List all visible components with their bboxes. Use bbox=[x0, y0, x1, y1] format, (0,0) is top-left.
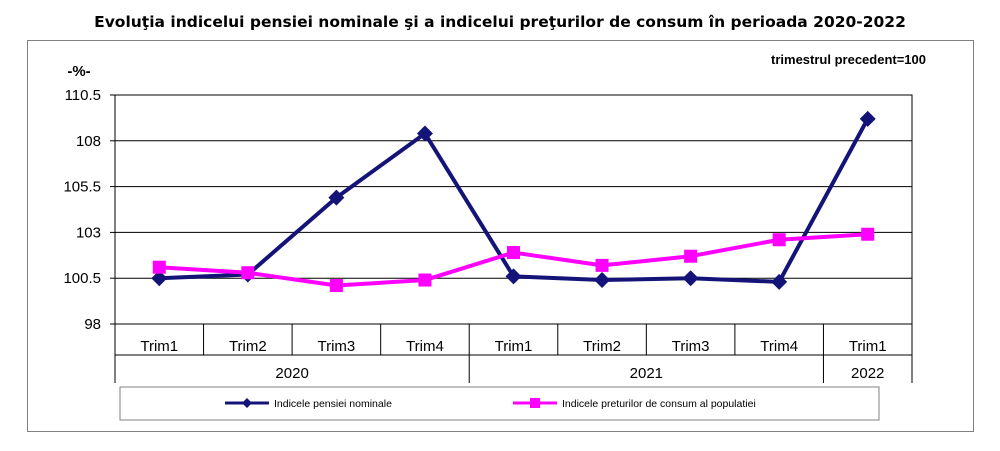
x-tick-label: Trim1 bbox=[140, 338, 178, 355]
year-label: 2022 bbox=[851, 365, 884, 382]
x-tick-label: Trim2 bbox=[229, 338, 267, 355]
x-tick-label: Trim3 bbox=[672, 338, 710, 355]
year-label: 2021 bbox=[630, 365, 663, 382]
y-axis-label: -%- bbox=[67, 63, 90, 80]
data-point-square bbox=[684, 249, 698, 263]
data-point-diamond bbox=[416, 125, 433, 142]
data-point-diamond bbox=[594, 272, 611, 289]
legend-marker-diamond bbox=[242, 398, 252, 408]
data-point-diamond bbox=[859, 110, 876, 127]
data-point-diamond bbox=[771, 273, 788, 290]
y-tick-label: 100.5 bbox=[63, 270, 101, 287]
x-tick-label: Trim2 bbox=[583, 338, 621, 355]
year-label: 2020 bbox=[275, 365, 308, 382]
x-tick-label: Trim3 bbox=[317, 338, 355, 355]
x-tick-label: Trim1 bbox=[849, 338, 887, 355]
legend-marker-square bbox=[530, 398, 540, 408]
data-point-square bbox=[152, 260, 166, 274]
chart-title: Evoluţia indicelui pensiei nominale şi a… bbox=[94, 13, 906, 31]
data-point-diamond bbox=[682, 270, 699, 287]
plot-area bbox=[114, 94, 913, 325]
y-tick-label: 110.5 bbox=[65, 87, 101, 104]
y-tick-label: 108 bbox=[76, 133, 101, 150]
data-point-diamond bbox=[505, 268, 522, 285]
x-tick-label: Trim4 bbox=[406, 338, 444, 355]
data-point-square bbox=[241, 266, 255, 280]
data-point-square bbox=[772, 233, 786, 247]
x-tick-label: Trim1 bbox=[495, 338, 533, 355]
chart-frame bbox=[27, 40, 974, 432]
data-point-diamond bbox=[151, 270, 168, 287]
data-point-square bbox=[329, 279, 343, 293]
data-point-square bbox=[507, 246, 520, 260]
data-point-square bbox=[595, 258, 609, 272]
y-tick-label: 98 bbox=[84, 316, 101, 333]
legend-label-1: Indicele pensiei nominale bbox=[274, 398, 392, 410]
chart-note: trimestrul precedent=100 bbox=[771, 52, 926, 67]
y-tick-label: 103 bbox=[76, 224, 101, 241]
data-point-square bbox=[418, 273, 432, 287]
data-point-diamond bbox=[328, 189, 345, 206]
x-tick-label: Trim4 bbox=[760, 338, 798, 355]
legend-label-2: Indicele preturilor de consum al populat… bbox=[562, 398, 756, 410]
data-point-square bbox=[861, 227, 875, 241]
y-tick-label: 105.5 bbox=[63, 179, 101, 196]
